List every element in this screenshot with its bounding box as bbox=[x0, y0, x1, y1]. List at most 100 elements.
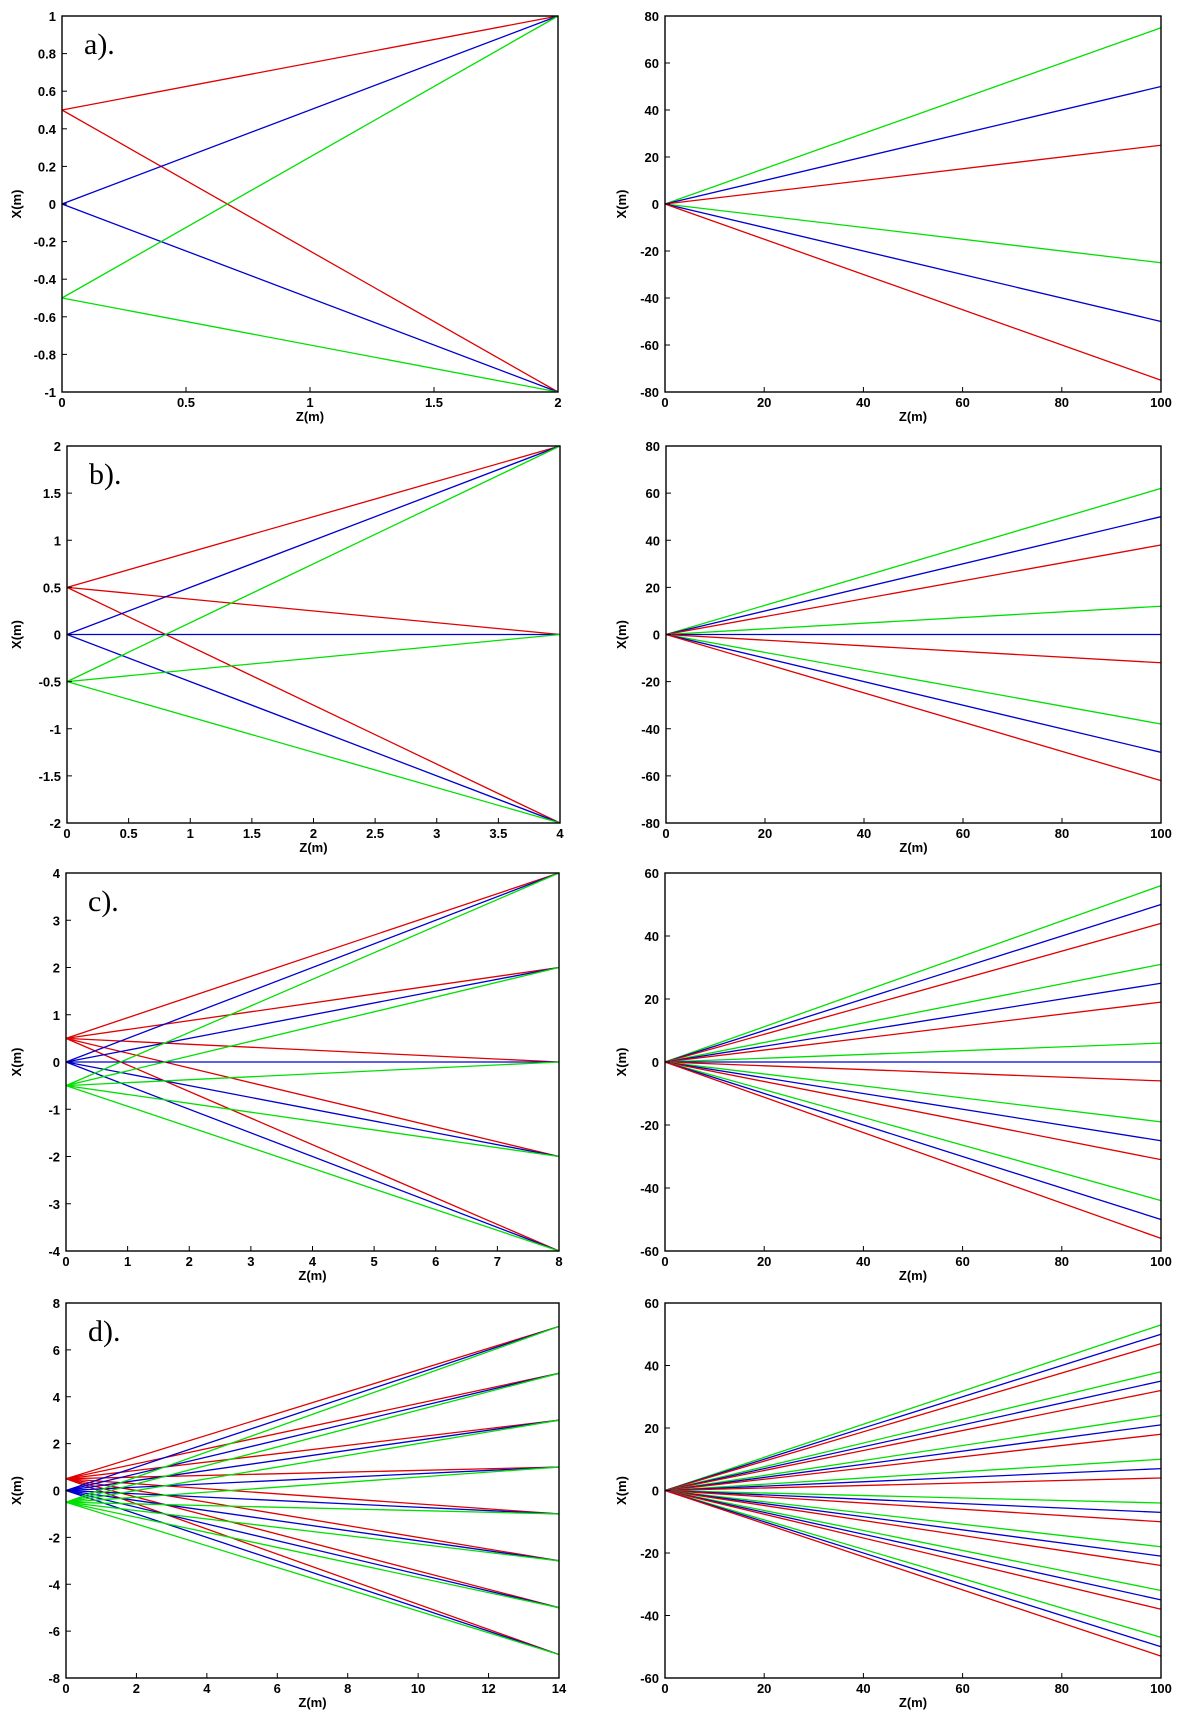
y-tick-label: -0.5 bbox=[39, 675, 61, 690]
series-line-green bbox=[665, 605, 1162, 636]
x-axis-label: Z(m) bbox=[298, 1268, 326, 1283]
y-tick-label: -20 bbox=[640, 244, 659, 259]
y-axis-label: X(m) bbox=[9, 190, 24, 219]
series-line-blue bbox=[664, 1467, 1162, 1492]
series-line-blue bbox=[65, 1489, 560, 1609]
series-line-red bbox=[664, 1343, 1162, 1492]
series-line-blue bbox=[65, 1489, 560, 1515]
series-line-blue bbox=[664, 85, 1162, 205]
series-line-green bbox=[664, 1489, 1162, 1548]
series-line-red bbox=[65, 1478, 560, 1562]
series-line-blue bbox=[664, 1061, 1162, 1221]
series-line-red bbox=[664, 1001, 1162, 1063]
x-tick-label: 0 bbox=[662, 826, 669, 841]
series-line-blue bbox=[65, 1489, 560, 1656]
series-line-green bbox=[664, 1324, 1162, 1492]
y-tick-label: -60 bbox=[641, 769, 660, 784]
series-line-red bbox=[66, 586, 561, 636]
y-tick-label: -2 bbox=[48, 1150, 60, 1165]
series-line-blue bbox=[61, 203, 559, 393]
series-line-green bbox=[65, 1501, 560, 1515]
series-line-red bbox=[664, 144, 1162, 205]
y-tick-label: -40 bbox=[641, 722, 660, 737]
series-line-blue bbox=[664, 1424, 1162, 1492]
y-tick-label: 0.4 bbox=[38, 122, 57, 137]
y-tick-label: 20 bbox=[645, 992, 659, 1007]
series-line-green bbox=[65, 1372, 560, 1503]
y-axis-label: X(m) bbox=[9, 620, 24, 649]
x-axis-label: Z(m) bbox=[296, 409, 324, 424]
chart-panel: 0 0.5 1 1.5 2 2.5 3 3.5 4-2-1.5-1-0.500.511.52Z(… bbox=[9, 439, 564, 855]
series-line-green bbox=[66, 633, 561, 683]
series-line-red bbox=[65, 872, 560, 1039]
series-line-green bbox=[65, 966, 560, 1087]
y-tick-label: 4 bbox=[53, 866, 61, 881]
series-line-green bbox=[65, 1466, 560, 1503]
series-line-green bbox=[664, 27, 1162, 205]
series-line-green bbox=[65, 1501, 560, 1656]
x-tick-label: 0.5 bbox=[120, 826, 138, 841]
x-tick-label: 80 bbox=[1055, 826, 1069, 841]
chart-panel: 0 20 40 60 80 100 -60 -40 -20 0 20 40 60 Z(m) X(m) bbox=[614, 1296, 1172, 1710]
y-tick-label: 1 bbox=[53, 1008, 60, 1023]
x-tick-label: 80 bbox=[1055, 395, 1069, 410]
y-tick-label: 2 bbox=[53, 961, 60, 976]
x-tick-label: 100 bbox=[1150, 826, 1172, 841]
series-line-green bbox=[664, 1489, 1162, 1504]
series-line-green bbox=[65, 1061, 560, 1087]
x-tick-label: 6 bbox=[432, 1254, 439, 1269]
y-tick-label: 0 bbox=[54, 628, 61, 643]
y-tick-label: 40 bbox=[645, 1359, 659, 1374]
y-tick-label: -6 bbox=[48, 1624, 60, 1639]
y-tick-label: -4 bbox=[48, 1244, 60, 1259]
x-axis-label: Z(m) bbox=[899, 840, 927, 855]
y-tick-label: -0.4 bbox=[34, 272, 57, 287]
y-tick-label: 0.5 bbox=[43, 580, 61, 595]
series-line-blue bbox=[664, 982, 1162, 1063]
x-tick-label: 7 bbox=[494, 1254, 501, 1269]
x-tick-label: 4 bbox=[203, 1681, 211, 1696]
series-line-blue bbox=[665, 633, 1162, 753]
y-tick-label: -60 bbox=[640, 1244, 659, 1259]
series-line-blue bbox=[664, 1333, 1162, 1492]
y-tick-label: 1.5 bbox=[43, 486, 61, 501]
x-tick-label: 2 bbox=[133, 1681, 140, 1696]
series-line-blue bbox=[61, 15, 559, 205]
x-tick-label: 20 bbox=[757, 395, 771, 410]
series-line-red bbox=[664, 1061, 1162, 1082]
x-tick-label: 40 bbox=[856, 395, 870, 410]
x-tick-label: 0 bbox=[661, 1254, 668, 1269]
series-line-red bbox=[665, 544, 1162, 636]
series-line-blue bbox=[65, 1061, 560, 1158]
chart-panel: 0 20 40 60 80 100 -60 -40 -20 0 20 40 60 Z(m) X(m) bbox=[614, 866, 1172, 1283]
x-tick-label: 1 bbox=[306, 395, 313, 410]
series-line-red bbox=[664, 1061, 1162, 1161]
x-tick-label: 8 bbox=[555, 1254, 562, 1269]
chart-panel: 0 20 40 60 80 100 -80 -60 -40 -20 0 20 40 60 80 Z(m) X(m… bbox=[614, 439, 1172, 855]
series-line-green bbox=[66, 445, 561, 683]
x-tick-label: 80 bbox=[1055, 1254, 1069, 1269]
series-line-blue bbox=[664, 903, 1162, 1063]
chart-panel: 0 2 4 6 8 10 12 14 -8 -6 -4 -2 0 2 4 6 8 Z(m) X(m) d). bbox=[9, 1296, 567, 1710]
series-line-red bbox=[65, 1037, 560, 1252]
x-tick-label: 60 bbox=[955, 395, 969, 410]
y-axis-label: X(m) bbox=[614, 190, 629, 219]
y-tick-label: 80 bbox=[646, 439, 660, 454]
series-line-green bbox=[66, 681, 561, 824]
series-line-green bbox=[65, 1084, 560, 1158]
series-line-green bbox=[65, 1419, 560, 1503]
y-tick-label: -1 bbox=[44, 385, 56, 400]
y-tick-label: 0 bbox=[652, 1484, 659, 1499]
y-tick-label: -4 bbox=[48, 1577, 60, 1592]
x-tick-label: 20 bbox=[757, 1254, 771, 1269]
series-line-green bbox=[664, 1489, 1162, 1639]
x-tick-label: 100 bbox=[1150, 395, 1172, 410]
y-tick-label: 60 bbox=[646, 486, 660, 501]
x-tick-label: 4 bbox=[309, 1254, 317, 1269]
x-tick-label: 100 bbox=[1150, 1681, 1172, 1696]
chart-panel: 0 20 40 60 80 100 -80 -60 -40 -20 0 20 40 60 80 Z(m) X(m… bbox=[614, 9, 1172, 424]
x-tick-label: 0 bbox=[661, 395, 668, 410]
plot-frame bbox=[664, 1302, 1162, 1679]
x-tick-label: 0 bbox=[58, 395, 65, 410]
series-line-blue bbox=[65, 872, 560, 1063]
